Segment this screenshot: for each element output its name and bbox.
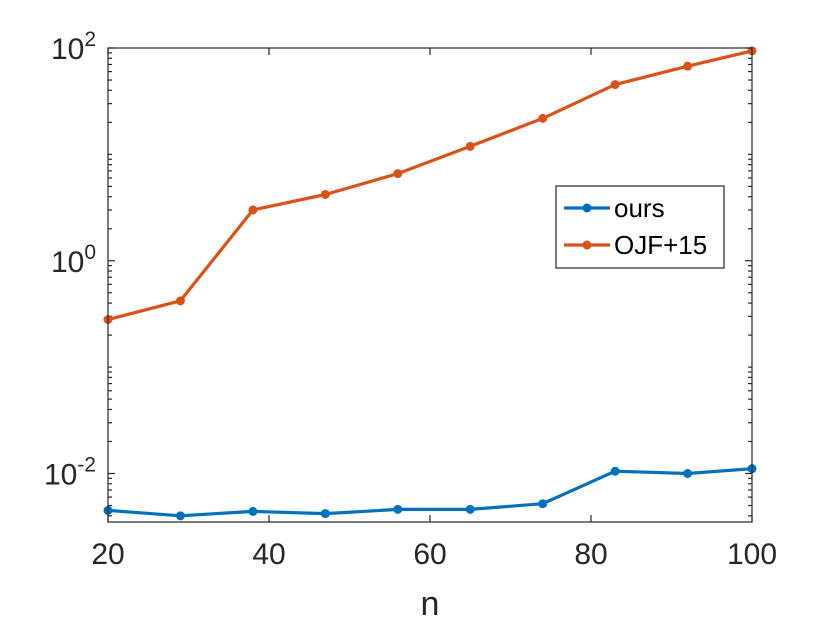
series-ours xyxy=(103,464,757,521)
x-tick-label: 20 xyxy=(91,538,124,571)
y-tick-label: 102 xyxy=(51,28,96,66)
data-point xyxy=(393,504,403,514)
legend: ours OJF+15 xyxy=(555,185,725,269)
tick-marks xyxy=(107,47,753,522)
data-point xyxy=(610,466,620,476)
plot-area-frame xyxy=(107,47,753,523)
y-tick-label: 10-2 xyxy=(44,454,96,492)
data-point xyxy=(248,506,258,516)
data-point xyxy=(538,499,548,509)
data-point xyxy=(175,511,185,521)
x-tick-label: 60 xyxy=(413,538,446,571)
series-layer xyxy=(103,46,757,521)
data-point xyxy=(320,189,330,199)
legend-label: ours xyxy=(614,193,665,223)
data-point xyxy=(465,141,475,151)
data-point xyxy=(465,504,475,514)
data-point xyxy=(683,61,693,71)
data-point xyxy=(538,113,548,123)
x-tick-label: 80 xyxy=(574,538,607,571)
y-tick-label: 100 xyxy=(51,241,96,279)
x-tick-labels: 20 40 60 80 100 xyxy=(91,538,777,571)
series-ojf-15 xyxy=(103,46,757,325)
data-point xyxy=(175,296,185,306)
data-point xyxy=(393,169,403,179)
legend-label: OJF+15 xyxy=(614,230,707,260)
x-axis-title: n xyxy=(421,585,440,623)
data-point xyxy=(683,469,693,479)
data-point xyxy=(320,509,330,519)
x-tick-label: 40 xyxy=(252,538,285,571)
series-line xyxy=(107,49,753,322)
legend-marker xyxy=(582,203,592,213)
x-tick-label: 100 xyxy=(727,538,777,571)
data-point xyxy=(610,80,620,90)
legend-marker xyxy=(582,240,592,250)
y-tick-labels: 10-2 100 102 xyxy=(44,28,96,492)
legend-box xyxy=(555,185,725,269)
data-point xyxy=(248,205,258,215)
series-line xyxy=(107,467,753,518)
